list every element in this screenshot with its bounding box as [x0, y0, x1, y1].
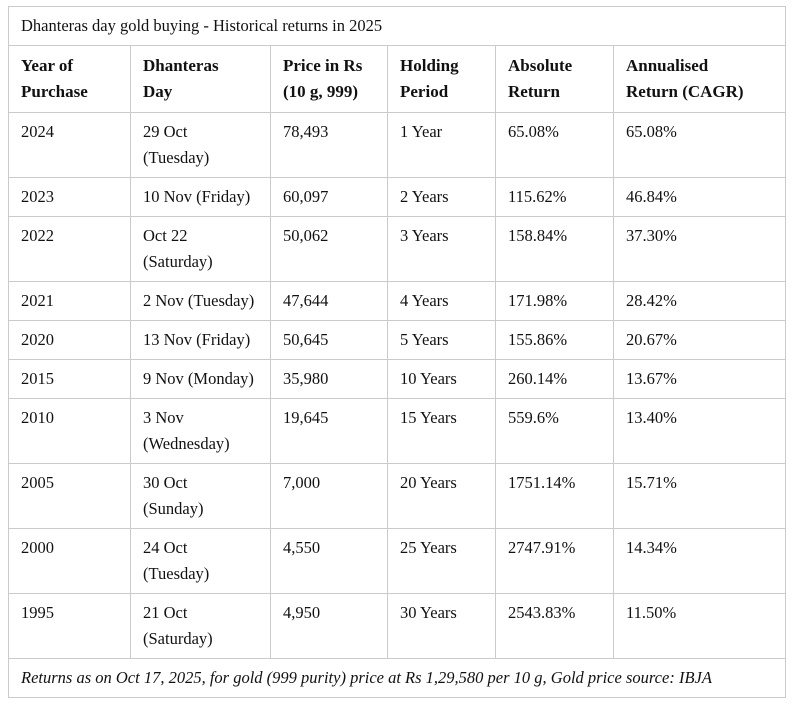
cell-annualised-return: 15.71% — [612, 463, 787, 529]
cell-absolute-return: 158.84% — [495, 216, 614, 282]
cell-year: 2020 — [8, 320, 131, 360]
cell-absolute-return: 2747.91% — [495, 528, 614, 594]
cell-year: 2024 — [8, 112, 131, 178]
table-row: 2020 13 Nov (Friday) 50,645 5 Years 155.… — [8, 320, 787, 360]
cell-year: 2021 — [8, 281, 131, 321]
cell-holding-period: 4 Years — [387, 281, 496, 321]
cell-absolute-return: 171.98% — [495, 281, 614, 321]
cell-dhanteras-day: 24 Oct (Tuesday) — [130, 528, 271, 594]
cell-annualised-return: 46.84% — [612, 177, 787, 217]
cell-dhanteras-day: 10 Nov (Friday) — [130, 177, 271, 217]
cell-holding-period: 30 Years — [387, 593, 496, 659]
cell-holding-period: 20 Years — [387, 463, 496, 529]
col-header-absolute-return: Absolute Return — [495, 45, 614, 113]
cell-annualised-return: 37.30% — [612, 216, 787, 282]
cell-year: 2023 — [8, 177, 131, 217]
col-header-holding-period: Holding Period — [387, 45, 496, 113]
cell-dhanteras-day: 21 Oct (Saturday) — [130, 593, 271, 659]
cell-holding-period: 1 Year — [387, 112, 496, 178]
header-row: Year of Purchase Dhanteras Day Price in … — [8, 45, 787, 113]
table-row: 2024 29 Oct (Tuesday) 78,493 1 Year 65.0… — [8, 112, 787, 178]
cell-dhanteras-day: 3 Nov (Wednesday) — [130, 398, 271, 464]
cell-price: 35,980 — [270, 359, 388, 399]
cell-absolute-return: 260.14% — [495, 359, 614, 399]
cell-dhanteras-day: 30 Oct (Sunday) — [130, 463, 271, 529]
cell-annualised-return: 11.50% — [612, 593, 787, 659]
cell-holding-period: 3 Years — [387, 216, 496, 282]
cell-year: 2005 — [8, 463, 131, 529]
col-header-price: Price in Rs (10 g, 999) — [270, 45, 388, 113]
table-row: 2000 24 Oct (Tuesday) 4,550 25 Years 274… — [8, 528, 787, 594]
table-row: 1995 21 Oct (Saturday) 4,950 30 Years 25… — [8, 593, 787, 659]
cell-annualised-return: 13.40% — [612, 398, 787, 464]
cell-annualised-return: 13.67% — [612, 359, 787, 399]
cell-price: 78,493 — [270, 112, 388, 178]
table-row: 2023 10 Nov (Friday) 60,097 2 Years 115.… — [8, 177, 787, 217]
cell-price: 4,950 — [270, 593, 388, 659]
cell-annualised-return: 28.42% — [612, 281, 787, 321]
cell-holding-period: 10 Years — [387, 359, 496, 399]
cell-absolute-return: 115.62% — [495, 177, 614, 217]
footnote-row: Returns as on Oct 17, 2025, for gold (99… — [7, 658, 787, 698]
cell-price: 4,550 — [270, 528, 388, 594]
cell-year: 2022 — [8, 216, 131, 282]
cell-holding-period: 15 Years — [387, 398, 496, 464]
cell-absolute-return: 559.6% — [495, 398, 614, 464]
cell-price: 50,062 — [270, 216, 388, 282]
cell-annualised-return: 65.08% — [612, 112, 787, 178]
cell-holding-period: 5 Years — [387, 320, 496, 360]
col-header-dhanteras-day: Dhanteras Day — [130, 45, 271, 113]
cell-price: 50,645 — [270, 320, 388, 360]
gold-returns-table: Dhanteras day gold buying - Historical r… — [7, 6, 787, 698]
cell-year: 2015 — [8, 359, 131, 399]
cell-annualised-return: 20.67% — [612, 320, 787, 360]
col-header-year-of-purchase: Year of Purchase — [8, 45, 131, 113]
cell-price: 60,097 — [270, 177, 388, 217]
cell-price: 19,645 — [270, 398, 388, 464]
cell-dhanteras-day: 13 Nov (Friday) — [130, 320, 271, 360]
table-row: 2005 30 Oct (Sunday) 7,000 20 Years 1751… — [8, 463, 787, 529]
col-header-annualised-return: Annualised Return (CAGR) — [612, 45, 787, 113]
table-row: 2015 9 Nov (Monday) 35,980 10 Years 260.… — [8, 359, 787, 399]
cell-price: 7,000 — [270, 463, 388, 529]
cell-dhanteras-day: 29 Oct (Tuesday) — [130, 112, 271, 178]
table-title: Dhanteras day gold buying - Historical r… — [7, 6, 787, 46]
title-row: Dhanteras day gold buying - Historical r… — [7, 6, 787, 46]
cell-dhanteras-day: Oct 22 (Saturday) — [130, 216, 271, 282]
cell-year: 1995 — [8, 593, 131, 659]
table-row: 2022 Oct 22 (Saturday) 50,062 3 Years 15… — [8, 216, 787, 282]
cell-year: 2000 — [8, 528, 131, 594]
cell-dhanteras-day: 9 Nov (Monday) — [130, 359, 271, 399]
cell-absolute-return: 1751.14% — [495, 463, 614, 529]
cell-holding-period: 2 Years — [387, 177, 496, 217]
table-row: 2010 3 Nov (Wednesday) 19,645 15 Years 5… — [8, 398, 787, 464]
cell-dhanteras-day: 2 Nov (Tuesday) — [130, 281, 271, 321]
cell-holding-period: 25 Years — [387, 528, 496, 594]
table-footnote: Returns as on Oct 17, 2025, for gold (99… — [7, 658, 787, 698]
table-row: 2021 2 Nov (Tuesday) 47,644 4 Years 171.… — [8, 281, 787, 321]
cell-year: 2010 — [8, 398, 131, 464]
cell-absolute-return: 65.08% — [495, 112, 614, 178]
cell-absolute-return: 2543.83% — [495, 593, 614, 659]
cell-absolute-return: 155.86% — [495, 320, 614, 360]
cell-annualised-return: 14.34% — [612, 528, 787, 594]
cell-price: 47,644 — [270, 281, 388, 321]
